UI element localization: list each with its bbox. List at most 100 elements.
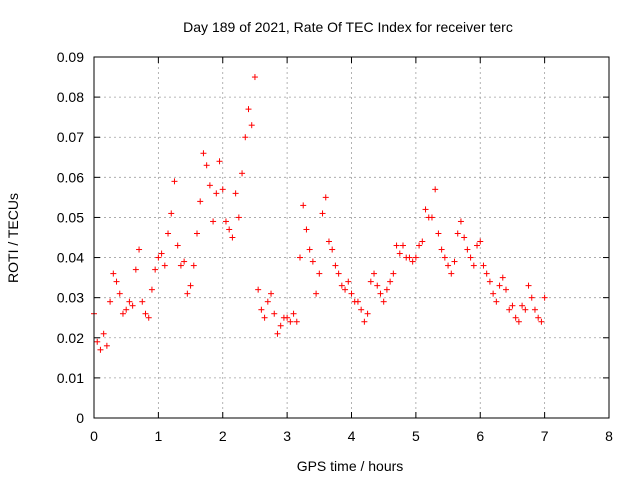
- data-point: [239, 170, 246, 177]
- data-point: [390, 270, 397, 277]
- x-tick-label: 7: [541, 428, 549, 444]
- data-point: [503, 286, 509, 293]
- data-point: [210, 218, 217, 225]
- data-point: [136, 246, 143, 253]
- data-point: [242, 134, 249, 141]
- data-point: [387, 278, 394, 285]
- data-point: [428, 214, 435, 221]
- data-point: [303, 226, 310, 233]
- data-point: [541, 294, 548, 301]
- data-point: [232, 190, 239, 197]
- x-tick-label: 4: [348, 428, 356, 444]
- data-point: [457, 218, 464, 225]
- data-point: [181, 258, 188, 265]
- data-point: [438, 246, 445, 253]
- data-point: [277, 322, 284, 329]
- data-point: [515, 318, 522, 325]
- data-point: [165, 230, 172, 237]
- data-point: [335, 270, 342, 277]
- data-point: [174, 242, 181, 249]
- data-point: [483, 270, 490, 277]
- x-tick-label: 8: [605, 428, 613, 444]
- data-point: [522, 306, 529, 313]
- x-tick-label: 5: [412, 428, 420, 444]
- data-point: [416, 242, 423, 249]
- data-point: [464, 246, 471, 253]
- data-point: [200, 150, 207, 157]
- y-tick-label: 0.06: [57, 169, 84, 185]
- data-point: [531, 306, 538, 313]
- data-point: [139, 298, 146, 305]
- data-point: [126, 298, 133, 305]
- data-point: [348, 290, 355, 297]
- data-point: [300, 202, 307, 209]
- y-tick-label: 0.04: [57, 250, 84, 266]
- data-point: [158, 250, 165, 257]
- data-point: [377, 290, 384, 297]
- data-point: [354, 298, 361, 305]
- data-point: [329, 246, 336, 253]
- data-point: [486, 278, 493, 285]
- data-point: [284, 314, 291, 321]
- data-point: [461, 234, 468, 241]
- data-point: [474, 242, 481, 249]
- data-point: [287, 318, 294, 325]
- data-point: [152, 266, 159, 273]
- data-point: [358, 306, 365, 313]
- tick-labels: 0 1 2 3 4 5 6 7 8 0 0.01 0.02 0.03 0.04 0.05 0.06 0.07 0.…: [57, 49, 613, 444]
- data-point: [435, 230, 442, 237]
- y-axis-label: ROTI / TECUs: [5, 193, 21, 283]
- data-point: [332, 262, 339, 269]
- x-tick-label: 2: [219, 428, 227, 444]
- x-tick-label: 0: [90, 428, 98, 444]
- data-point: [364, 310, 371, 317]
- data-point: [142, 310, 149, 317]
- data-point: [496, 282, 503, 289]
- y-tick-label: 0.05: [57, 209, 84, 225]
- data-point: [338, 282, 345, 289]
- data-point: [396, 250, 403, 257]
- y-tick-label: 0.08: [57, 89, 84, 105]
- data-point: [187, 282, 194, 289]
- data-point: [226, 226, 233, 233]
- data-point: [132, 266, 139, 273]
- data-point: [509, 302, 516, 309]
- data-point: [274, 330, 281, 337]
- x-axis-label: GPS time / hours: [297, 458, 404, 474]
- data-point: [161, 262, 168, 269]
- data-point: [110, 270, 117, 277]
- data-point: [454, 230, 461, 237]
- data-points: [91, 74, 548, 353]
- data-point: [367, 278, 374, 285]
- data-point: [490, 290, 497, 297]
- data-point: [538, 318, 545, 325]
- data-point: [190, 262, 197, 269]
- data-point: [512, 314, 519, 321]
- data-point: [264, 298, 271, 305]
- data-point: [374, 282, 381, 289]
- data-point: [251, 74, 258, 81]
- y-tick-label: 0.02: [57, 330, 84, 346]
- data-point: [229, 234, 236, 241]
- data-point: [445, 262, 452, 269]
- data-point: [103, 342, 110, 349]
- data-point: [216, 158, 223, 165]
- data-point: [235, 214, 242, 221]
- data-point: [222, 218, 229, 225]
- data-point: [123, 306, 130, 313]
- x-tick-label: 1: [154, 428, 162, 444]
- data-point: [148, 286, 155, 293]
- data-point: [422, 206, 429, 213]
- data-point: [325, 238, 332, 245]
- data-point: [400, 242, 406, 249]
- data-point: [177, 262, 184, 269]
- data-point: [261, 314, 268, 321]
- data-point: [441, 254, 448, 261]
- data-point: [293, 318, 300, 325]
- data-point: [116, 290, 123, 297]
- data-point: [94, 338, 101, 345]
- data-point: [451, 258, 458, 265]
- data-point: [528, 294, 535, 301]
